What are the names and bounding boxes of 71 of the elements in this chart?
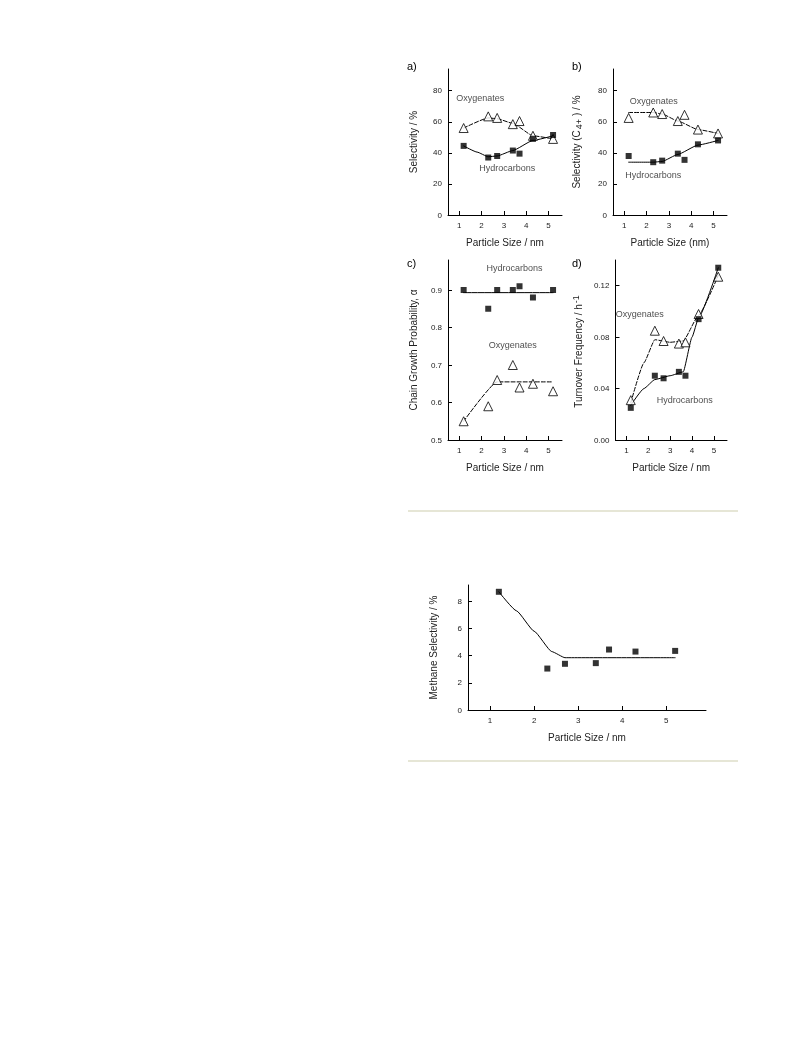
x-axis-title: Particle Size / nm — [632, 461, 711, 473]
x-tick-label: 4 — [524, 220, 530, 230]
y-tick-label: 0.00 — [593, 435, 611, 445]
x-tick-label: 4 — [524, 445, 530, 455]
y-tick-label: 20 — [433, 179, 443, 189]
x-tick-label: 1 — [456, 445, 462, 455]
y-tick-label: 0.6 — [430, 398, 443, 407]
y-tick-label: 0 — [457, 705, 463, 715]
y-tick-label: 4 — [457, 651, 463, 661]
series-label: Hydrocarbons — [625, 169, 682, 180]
y-tick-label: 0.04 — [593, 384, 611, 394]
series-label: Oxygenates — [629, 96, 679, 107]
chart-title: c) — [407, 256, 417, 269]
x-tick-label: 3 — [667, 445, 673, 455]
x-tick-label: 4 — [689, 220, 695, 230]
series-label: Oxygenates — [456, 92, 505, 103]
x-tick-label: 3 — [666, 220, 672, 230]
y-tick-label: 0.08 — [593, 332, 611, 342]
y-tick-label: 20 — [598, 179, 608, 189]
y-tick-label: 60 — [433, 117, 443, 127]
y-tick-label: 0.7 — [430, 360, 443, 370]
x-tick-label: 2 — [531, 715, 537, 725]
x-tick-label: 3 — [575, 715, 581, 725]
y-tick-label: 80 — [598, 86, 608, 96]
y-tick-label: 0 — [602, 210, 608, 220]
x-axis-title: Particle Size / nm — [466, 236, 544, 248]
x-tick-label: 5 — [664, 715, 670, 725]
x-tick-label: 1 — [621, 220, 627, 230]
x-tick-label: 1 — [624, 445, 630, 455]
y-tick-label: 40 — [433, 148, 443, 158]
series-label: Oxygenates — [615, 309, 665, 320]
x-tick-label: 3 — [501, 220, 507, 230]
y-tick-label: 0.12 — [593, 281, 611, 291]
x-tick-label: 4 — [689, 445, 695, 455]
x-tick-label: 2 — [646, 445, 652, 455]
y-tick-label: 6 — [457, 623, 463, 633]
series-label: Hydrocarbons — [479, 163, 536, 174]
y-axis-title: Selectivity (C4+) / % — [570, 95, 584, 189]
x-axis-title: Particle Size / nm — [548, 731, 626, 743]
x-tick-label: 2 — [479, 220, 485, 230]
x-tick-label: 4 — [620, 715, 626, 725]
x-tick-label: 5 — [546, 445, 552, 455]
y-axis-title: Chain Growth Probability, α — [407, 289, 419, 411]
y-tick-label: 0 — [437, 210, 443, 220]
x-axis-title: Particle Size (nm) — [630, 236, 710, 248]
chart-title: d) — [572, 256, 582, 269]
x-tick-label: 2 — [644, 220, 650, 230]
series-label: Hydrocarbons — [486, 262, 544, 273]
y-axis-title: Selectivity / % — [407, 110, 419, 174]
series-label: Hydrocarbons — [656, 394, 714, 405]
x-tick-label: 5 — [711, 220, 717, 230]
y-tick-label: 40 — [598, 148, 608, 158]
x-tick-label: 3 — [501, 445, 507, 455]
y-axis-title: Turnover Frequency / h-1 — [570, 295, 584, 408]
y-axis-title: Methane Selectivity / % — [427, 595, 439, 700]
chart-title: a) — [407, 59, 417, 72]
x-tick-label: 5 — [711, 445, 717, 455]
x-tick-label: 2 — [479, 445, 485, 455]
x-tick-label: 1 — [456, 220, 462, 230]
series-label: Oxygenates — [488, 339, 538, 350]
x-axis-title: Particle Size / nm — [466, 461, 544, 473]
y-tick-label: 0.9 — [430, 285, 443, 295]
y-tick-label: 80 — [433, 86, 443, 96]
y-tick-label: 60 — [598, 117, 608, 127]
y-tick-label: 2 — [457, 678, 463, 688]
chart-title: b) — [572, 59, 582, 72]
y-tick-label: 0.8 — [430, 323, 443, 332]
y-tick-label: 8 — [457, 596, 463, 606]
x-tick-label: 1 — [487, 715, 493, 725]
x-tick-label: 5 — [546, 220, 552, 230]
y-tick-label: 0.5 — [430, 435, 443, 445]
